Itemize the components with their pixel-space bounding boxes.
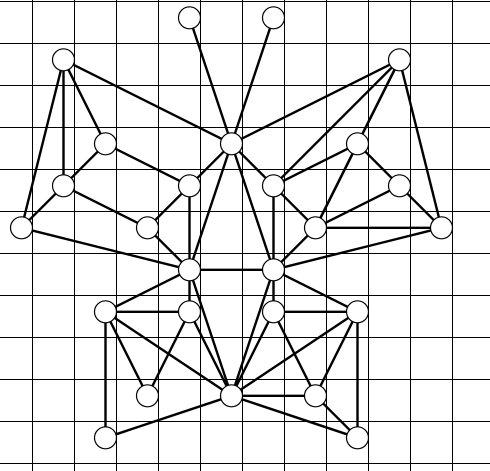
graph-edge bbox=[188, 268, 233, 397]
graph-edge bbox=[104, 142, 191, 188]
graph-edge bbox=[62, 184, 149, 230]
graph-node bbox=[93, 300, 118, 324]
graph-node bbox=[303, 216, 328, 240]
graph-node bbox=[219, 384, 244, 408]
graph-edge bbox=[272, 142, 359, 188]
graph-edge bbox=[62, 58, 107, 146]
graph-node bbox=[177, 258, 202, 282]
graph-node bbox=[9, 216, 34, 240]
graph-node bbox=[303, 384, 328, 408]
graph-edge bbox=[272, 226, 443, 271]
graph-node bbox=[51, 48, 76, 72]
graph-node bbox=[261, 300, 286, 324]
graph-edge bbox=[230, 310, 359, 397]
graph-node bbox=[261, 174, 286, 198]
graph-node bbox=[135, 384, 160, 408]
graph-node bbox=[387, 48, 412, 72]
graph-edge bbox=[314, 310, 359, 397]
graph-edge bbox=[398, 58, 443, 230]
graph-edge bbox=[314, 142, 359, 230]
graph-edge bbox=[230, 268, 275, 397]
graph-node bbox=[345, 132, 370, 156]
graph-edge bbox=[272, 58, 401, 188]
graph-node bbox=[177, 300, 202, 324]
graph-node bbox=[429, 216, 454, 240]
graph-nodes bbox=[9, 6, 454, 450]
graph-node bbox=[93, 132, 118, 156]
graph-edge bbox=[104, 394, 233, 439]
graph-node bbox=[219, 132, 244, 156]
graph-node bbox=[345, 300, 370, 324]
graph-edge bbox=[188, 142, 233, 271]
graph-edge bbox=[188, 310, 233, 397]
graph-edge bbox=[62, 58, 233, 146]
graph-edge bbox=[230, 142, 275, 271]
graph-node bbox=[345, 426, 370, 450]
graph-edge bbox=[20, 58, 65, 230]
graph-edge bbox=[188, 16, 233, 146]
graph-node bbox=[93, 426, 118, 450]
graph-edge bbox=[230, 58, 401, 146]
graph-node bbox=[135, 216, 160, 240]
graph-node bbox=[261, 6, 286, 30]
graph-node bbox=[177, 174, 202, 198]
graph-edge bbox=[230, 310, 275, 397]
graph-edge bbox=[314, 184, 401, 230]
graph-edge bbox=[230, 16, 275, 146]
graph-node bbox=[177, 6, 202, 30]
graph-edge bbox=[104, 268, 191, 313]
graph-edge bbox=[272, 268, 359, 313]
graph-edge bbox=[20, 226, 191, 271]
graph-node bbox=[387, 174, 412, 198]
graph-edge bbox=[146, 310, 191, 397]
graph-node bbox=[51, 174, 76, 198]
graph-node bbox=[261, 258, 286, 282]
graph-edge bbox=[230, 394, 359, 439]
graph-edge bbox=[104, 310, 149, 397]
